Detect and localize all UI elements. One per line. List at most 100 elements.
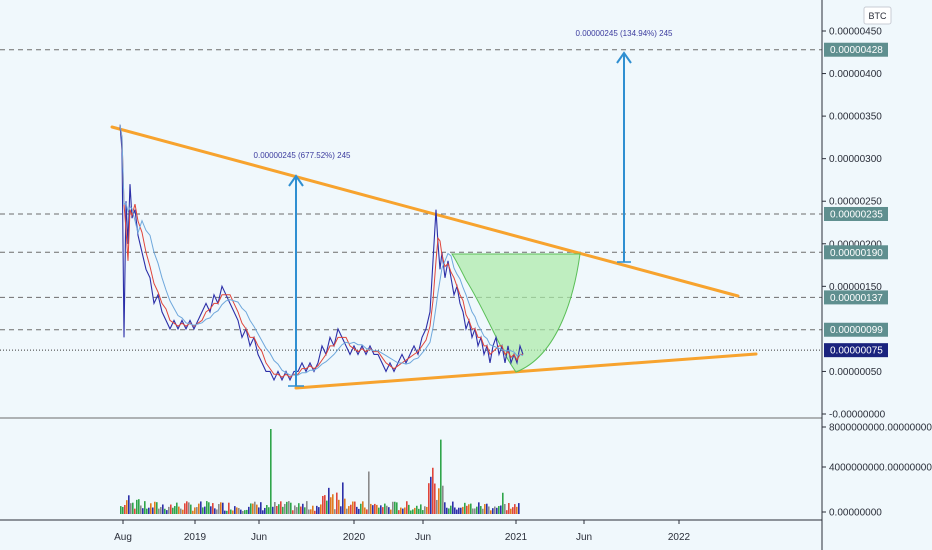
price-level-tags[interactable]: 0.00000428 0.00000235 0.00000190 0.00000137… [824, 42, 888, 358]
volume-bar [204, 506, 206, 514]
volume-bar [152, 507, 154, 514]
volume-bar [456, 509, 458, 514]
volume-bar [178, 506, 180, 514]
volume-bar [148, 507, 150, 514]
volume-bar [454, 507, 456, 514]
volume-bar [174, 506, 176, 514]
volume-bar [282, 506, 284, 514]
volume-bar [274, 502, 276, 514]
volume-bar [270, 429, 272, 514]
volume-bar [134, 508, 136, 514]
volume-bar [516, 506, 518, 514]
volume-bar [120, 506, 122, 514]
volume-bar [490, 510, 492, 514]
price-level-tag-label-3: 0.00000137 [830, 293, 883, 304]
volume-bar [222, 502, 224, 514]
volume-bar [198, 503, 200, 514]
volume-bar [250, 503, 252, 514]
volume-bar [194, 507, 196, 514]
volume-bar [166, 510, 168, 514]
volume-bar [306, 501, 308, 514]
volume-bar [210, 506, 212, 514]
volume-bar [494, 506, 496, 514]
volume-bar [276, 506, 278, 514]
price-axis-background [822, 0, 932, 520]
price-level-tag-4[interactable] [824, 322, 888, 337]
price-level-tag-label-4: 0.00000099 [830, 325, 883, 336]
volume-bar [320, 504, 322, 514]
price-level-tag-1[interactable] [824, 206, 888, 221]
volume-bar [150, 503, 152, 514]
volume-bar [418, 508, 420, 514]
volume-bar [324, 495, 326, 514]
volume-bar [136, 499, 138, 514]
volume-bar [394, 501, 396, 514]
volume-bar [316, 505, 318, 514]
volume-bar [272, 506, 274, 514]
volume-bar [142, 508, 144, 514]
volume-bar [202, 507, 204, 514]
volume-bar [406, 501, 408, 514]
volume-bar [290, 502, 292, 514]
volume-bar [472, 508, 474, 514]
currency-badge[interactable]: BTC [863, 6, 892, 25]
measurement-label-1: 0.00000245 (677.52%) 245 [254, 151, 352, 160]
volume-bar [238, 508, 240, 514]
volume-bar [188, 502, 190, 514]
price-level-tag-3[interactable] [824, 290, 888, 305]
volume-bar [318, 507, 320, 514]
volume-bar [436, 499, 438, 514]
volume-bar [170, 504, 172, 514]
price-level-tag-5[interactable] [824, 343, 888, 358]
measurement-label-2: 0.00000245 (134.94%) 245 [576, 29, 674, 38]
volume-bar [144, 501, 146, 514]
volume-bar [330, 497, 332, 514]
volume-bar [168, 506, 170, 514]
volume-bar [500, 505, 502, 514]
volume-bar [124, 504, 126, 514]
volume-bar [432, 467, 434, 514]
volume-bar [496, 507, 498, 514]
volume-bar [412, 509, 414, 514]
price-level-tag-2[interactable] [824, 245, 888, 260]
volume-bar [414, 507, 416, 514]
price-level-tag-0[interactable] [824, 42, 888, 57]
volume-bar [326, 500, 328, 514]
volume-bar [508, 503, 510, 514]
volume-bar [384, 503, 386, 514]
volume-bar [498, 506, 500, 514]
volume-bar [476, 506, 478, 514]
volume-bar [242, 510, 244, 514]
ascending-trendline [294, 352, 758, 390]
volume-bar [190, 504, 192, 514]
volume-bar [392, 501, 394, 514]
volume-bar [408, 504, 410, 514]
time-tick-label-7: 2022 [668, 532, 691, 543]
volume-bar [440, 439, 442, 514]
volume-bar [314, 510, 316, 514]
volume-bar [322, 495, 324, 514]
volume-bar [378, 507, 380, 514]
volume-bar [396, 502, 398, 514]
volume-bar [140, 505, 142, 514]
volume-bar [260, 502, 262, 514]
volume-bar [404, 507, 406, 514]
volume-bar [428, 483, 430, 514]
volume-bar [448, 508, 450, 514]
volume-bar [244, 510, 246, 514]
volume-bar [450, 505, 452, 514]
volume-bar [430, 476, 432, 514]
volume-bar [402, 508, 404, 514]
price-tick-label-7: 0.00000050 [829, 367, 882, 378]
volume-bar [294, 505, 296, 514]
volume-bar [312, 505, 314, 514]
time-tick-label-0: Aug [114, 532, 132, 543]
volume-bar [240, 509, 242, 514]
volume-bar [288, 501, 290, 514]
price-tick-label-8: -0.00000000 [829, 410, 886, 421]
volume-tick-label-2: 0.00000000 [829, 508, 882, 519]
volume-bar [354, 501, 356, 514]
volume-bar [228, 502, 230, 514]
volume-bar [340, 506, 342, 514]
time-tick-label-1: 2019 [184, 532, 207, 543]
